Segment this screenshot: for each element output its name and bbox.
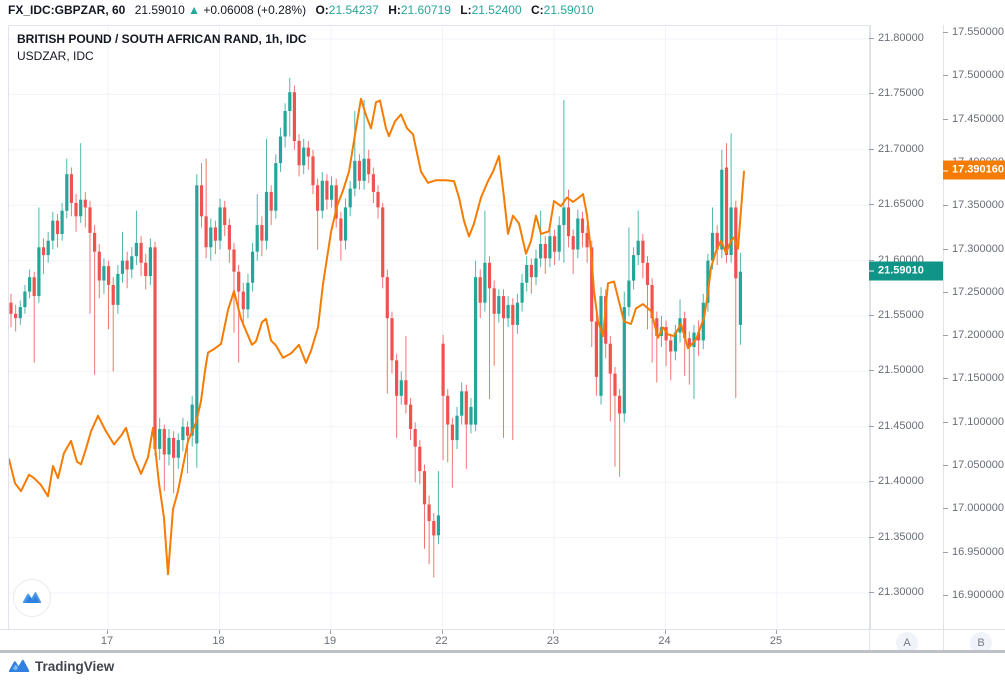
time-tick-mark (218, 630, 220, 634)
time-tick-label: 19 (323, 635, 337, 647)
price-tick-right: 16.950000 (943, 546, 1004, 558)
time-axis[interactable]: A B 17 18 19 22 23 24 25 (0, 629, 1005, 656)
price-tick-right: 17.450000 (943, 113, 1004, 125)
time-tick-label: 18 (212, 635, 225, 647)
legend-main-series[interactable]: BRITISH POUND / SOUTH AFRICAN RAND, 1h, … (17, 32, 307, 46)
legend-overlay-series[interactable]: USDZAR, IDC (17, 49, 94, 63)
price-tick-right: 17.000000 (943, 502, 1004, 514)
price-tick-left: 21.65000 (869, 198, 924, 210)
tradingview-watermark-logo[interactable] (13, 579, 51, 617)
time-tick-label: 17 (100, 635, 114, 647)
high-label: H: (388, 3, 401, 17)
scale-a-button[interactable]: A (896, 632, 918, 654)
symbol-header: FX_IDC:GBPZAR, 60 21.59010 ▲ +0.06008 (+… (8, 3, 594, 21)
footer: TradingView (0, 653, 1005, 682)
time-tick-mark (330, 630, 331, 634)
price-tick-left: 21.45000 (869, 420, 924, 432)
chart-pane[interactable]: BRITISH POUND / SOUTH AFRICAN RAND, 1h, … (8, 25, 871, 630)
price-axis-separator-right (943, 25, 944, 653)
price-tick-right: 17.100000 (943, 416, 1004, 428)
price-tick-right: 17.250000 (943, 286, 1004, 298)
close-value: 21.59010 (543, 3, 594, 17)
time-tick-label: 22 (435, 635, 448, 647)
tradingview-brand-text: TradingView (35, 659, 115, 674)
bottom-scrollbar[interactable] (0, 650, 1005, 653)
price-tick-right: 17.500000 (943, 69, 1004, 81)
open-label: O: (315, 3, 329, 17)
candlestick-chart (9, 26, 870, 629)
time-tick-mark (107, 630, 108, 634)
scale-b-button[interactable]: B (970, 632, 992, 654)
time-tick-label: 23 (546, 635, 560, 647)
price-tick-left: 21.80000 (869, 32, 924, 44)
tradingview-brand-link[interactable]: TradingView (8, 658, 114, 675)
time-tick-label: 24 (658, 635, 671, 647)
time-tick-mark (553, 630, 554, 634)
price-axis-gbpzar[interactable]: 21.80000 21.75000 21.70000 21.65000 21.60000… (869, 0, 943, 655)
last-price: 21.59010 (134, 3, 185, 17)
price-tick-left: 21.75000 (869, 87, 924, 99)
time-tick-mark (776, 630, 777, 634)
price-tick-right: 17.050000 (943, 459, 1004, 471)
time-tick-mark (441, 630, 443, 634)
price-tick-left: 21.30000 (869, 586, 924, 598)
tradingview-logo-icon (8, 659, 30, 672)
last-price-label-usdzar: 17.390160 (943, 160, 1005, 180)
price-tick-right: 17.550000 (943, 26, 1004, 38)
symbol-name[interactable]: FX_IDC:GBPZAR, 60 (8, 3, 126, 17)
time-tick-label: 25 (769, 635, 783, 647)
price-tick-right: 17.150000 (943, 372, 1004, 384)
price-tick-right: 16.900000 (943, 589, 1004, 601)
price-change: +0.06008 (+0.28%) (203, 3, 307, 17)
change-arrow-icon: ▲ (188, 3, 200, 17)
price-tick-right: 17.300000 (943, 243, 1004, 255)
tradingview-mountain-icon (22, 592, 42, 603)
high-value: 21.60719 (400, 3, 451, 17)
price-tick-left: 21.40000 (869, 475, 924, 487)
price-axis-separator-left (869, 25, 870, 653)
open-value: 21.54237 (328, 3, 379, 17)
close-label: C: (531, 3, 544, 17)
price-tick-left: 21.70000 (869, 143, 924, 155)
last-price-label-gbpzar: 21.59010 (869, 261, 943, 281)
price-tick-left: 21.35000 (869, 531, 924, 543)
low-value: 21.52400 (471, 3, 522, 17)
price-tick-left: 21.55000 (869, 309, 924, 321)
chart-legend[interactable]: BRITISH POUND / SOUTH AFRICAN RAND, 1h, … (17, 31, 307, 65)
price-tick-right: 17.200000 (943, 329, 1004, 341)
price-axis-usdzar[interactable]: 17.55000017.50000017.45000017.40000017.3… (943, 0, 1005, 655)
time-tick-mark (664, 630, 666, 634)
price-tick-right: 17.350000 (943, 199, 1004, 211)
price-tick-left: 21.50000 (869, 364, 924, 376)
low-label: L: (460, 3, 472, 17)
